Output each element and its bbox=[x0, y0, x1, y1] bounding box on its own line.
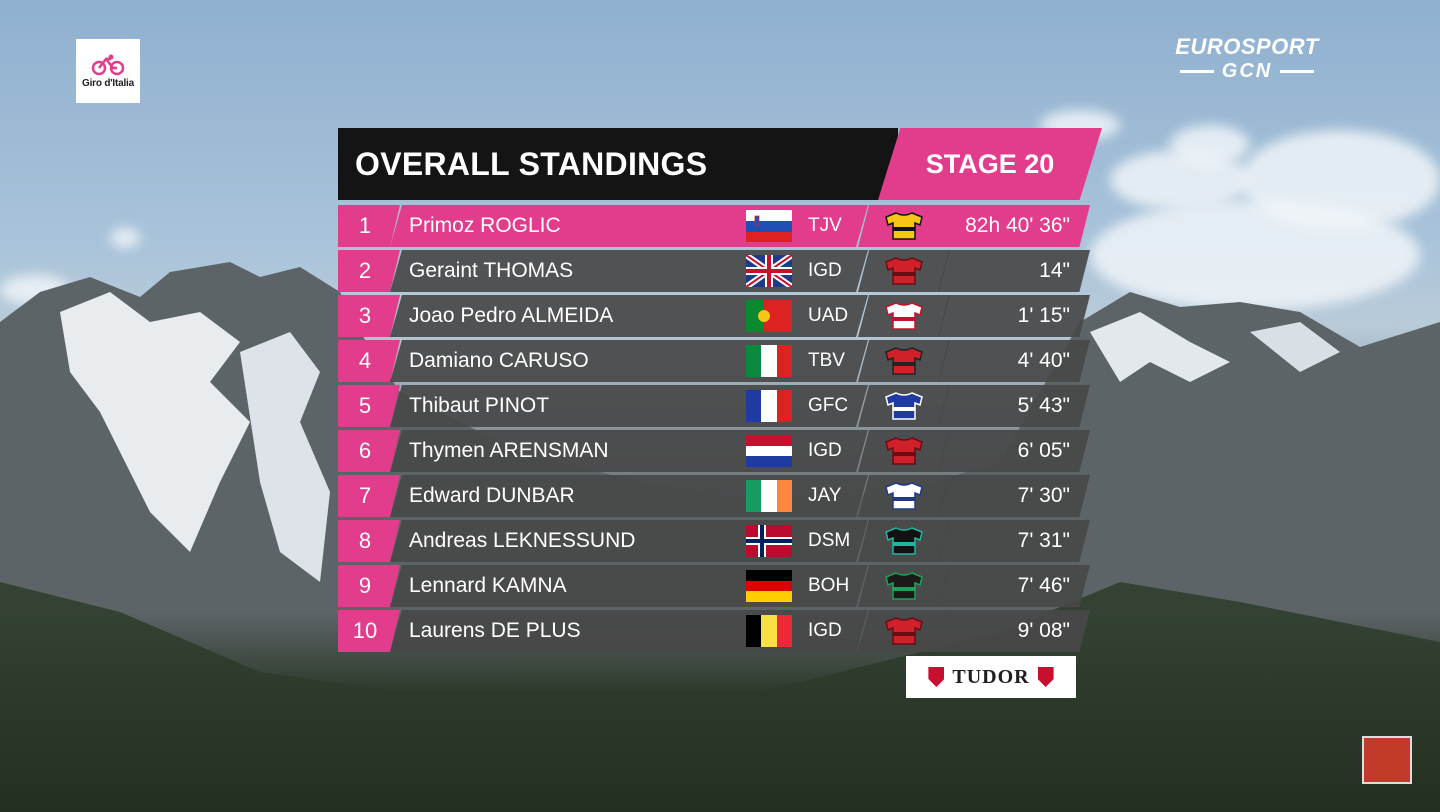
team-code: IGD bbox=[808, 440, 842, 461]
rider-name: Laurens DE PLUS bbox=[409, 619, 581, 642]
rider-name: Joao Pedro ALMEIDA bbox=[409, 304, 614, 327]
time-gap: 7' 46" bbox=[938, 565, 1090, 607]
rider-name: Primoz ROGLIC bbox=[409, 214, 561, 237]
time-gap: 4' 40" bbox=[938, 340, 1090, 382]
bora-jersey-icon bbox=[885, 572, 923, 600]
eurosport-logo-text: EUROSPORT bbox=[1175, 34, 1319, 59]
rider-name: Thymen ARENSMAN bbox=[409, 439, 609, 462]
gcn-logo-text: GCN bbox=[1221, 60, 1273, 82]
standings-row: 8 Andreas LEKNESSUND DSM 7' 31" bbox=[338, 520, 1098, 562]
time-gap: 7' 30" bbox=[938, 475, 1090, 517]
rider-name: Edward DUNBAR bbox=[409, 484, 575, 507]
broadcaster-logo: EUROSPORT GCN bbox=[1152, 34, 1342, 83]
rank-number: 7 bbox=[338, 475, 400, 517]
team-code: JAY bbox=[808, 485, 842, 506]
channel-thumbnail-icon[interactable] bbox=[1362, 736, 1412, 784]
norway-flag bbox=[746, 525, 792, 557]
ireland-flag bbox=[746, 480, 792, 512]
rider-name: Geraint THOMAS bbox=[409, 259, 574, 282]
standings-row: 1 Primoz ROGLIC TJV 82h 40' 36" bbox=[338, 205, 1098, 247]
standings-row: 10 Laurens DE PLUS IGD 9' 08" bbox=[338, 610, 1098, 652]
slovenia-flag bbox=[746, 210, 792, 242]
standings-row: 6 Thymen ARENSMAN IGD 6' 05" bbox=[338, 430, 1098, 472]
dsm-jersey-icon bbox=[885, 527, 923, 555]
rider-name: Thibaut PINOT bbox=[409, 394, 550, 417]
bicycle-icon bbox=[91, 54, 125, 75]
ineos-jersey-icon bbox=[885, 617, 923, 645]
team-code: UAD bbox=[808, 305, 849, 326]
ineos-jersey-icon bbox=[885, 437, 923, 465]
team-code: BOH bbox=[808, 575, 850, 596]
standings-row: 2 Geraint THOMAS IGD 14" bbox=[338, 250, 1098, 292]
team-code: IGD bbox=[808, 620, 842, 641]
jersey-cell bbox=[858, 250, 950, 292]
team-code: TJV bbox=[808, 215, 842, 236]
groupama-jersey-icon bbox=[885, 392, 923, 420]
shield-icon bbox=[928, 667, 945, 687]
standings-row: 3 Joao Pedro ALMEIDA UAD 1' 15" bbox=[338, 295, 1098, 337]
rank-number: 1 bbox=[338, 205, 400, 247]
sponsor-logo: TUDOR bbox=[906, 656, 1076, 698]
giro-logo-text: Giro d'Italia bbox=[81, 77, 134, 89]
belgium-flag bbox=[746, 615, 792, 647]
jersey-cell bbox=[858, 475, 950, 517]
jersey-cell bbox=[858, 295, 950, 337]
rank-number: 3 bbox=[338, 295, 400, 337]
uae-jersey-icon bbox=[885, 302, 923, 330]
jersey-cell bbox=[858, 340, 950, 382]
rank-number: 8 bbox=[338, 520, 400, 562]
jersey-cell bbox=[858, 205, 950, 247]
jumbo-jersey-icon bbox=[885, 212, 923, 240]
france-flag bbox=[746, 390, 792, 422]
ineos-jersey-icon bbox=[885, 257, 923, 285]
jayco-jersey-icon bbox=[885, 482, 923, 510]
time-gap: 1' 15" bbox=[938, 295, 1090, 337]
giro-logo: Giro d'Italia bbox=[76, 39, 140, 103]
rank-number: 10 bbox=[338, 610, 400, 652]
jersey-cell bbox=[858, 430, 950, 472]
rider-name: Damiano CARUSO bbox=[409, 349, 589, 372]
team-code: IGD bbox=[808, 260, 842, 281]
rank-number: 4 bbox=[338, 340, 400, 382]
netherlands-flag bbox=[746, 435, 792, 467]
italy-flag bbox=[746, 345, 792, 377]
uk-flag bbox=[746, 255, 792, 287]
time-gap: 9' 08" bbox=[938, 610, 1090, 652]
team-code: TBV bbox=[808, 350, 845, 371]
rider-name: Lennard KAMNA bbox=[409, 574, 567, 597]
standings-row: 7 Edward DUNBAR JAY 7' 30" bbox=[338, 475, 1098, 517]
rank-number: 5 bbox=[338, 385, 400, 427]
rank-number: 6 bbox=[338, 430, 400, 472]
time-gap: 82h 40' 36" bbox=[938, 205, 1090, 247]
rank-number: 2 bbox=[338, 250, 400, 292]
time-gap: 5' 43" bbox=[938, 385, 1090, 427]
germany-flag bbox=[746, 570, 792, 602]
team-code: DSM bbox=[808, 530, 851, 551]
time-gap: 7' 31" bbox=[938, 520, 1090, 562]
time-gap: 14" bbox=[938, 250, 1090, 292]
jersey-cell bbox=[858, 520, 950, 562]
standings-row: 9 Lennard KAMNA BOH 7' 46" bbox=[338, 565, 1098, 607]
shield-icon bbox=[1037, 667, 1054, 687]
standings-title: OVERALL STANDINGS bbox=[355, 145, 708, 182]
team-code: GFC bbox=[808, 395, 849, 416]
bahrain-jersey-icon bbox=[885, 347, 923, 375]
jersey-cell bbox=[858, 610, 950, 652]
time-gap: 6' 05" bbox=[938, 430, 1090, 472]
jersey-cell bbox=[858, 385, 950, 427]
jersey-cell bbox=[858, 565, 950, 607]
rank-number: 9 bbox=[338, 565, 400, 607]
standings-row: 4 Damiano CARUSO TBV 4' 40" bbox=[338, 340, 1098, 382]
stage-label: STAGE 20 bbox=[878, 128, 1102, 200]
portugal-flag bbox=[746, 300, 792, 332]
standings-header: OVERALL STANDINGS bbox=[338, 128, 898, 200]
sponsor-logo-text: TUDOR bbox=[952, 665, 1030, 688]
standings-row: 5 Thibaut PINOT GFC 5' 43" bbox=[338, 385, 1098, 427]
rider-name: Andreas LEKNESSUND bbox=[409, 529, 636, 552]
